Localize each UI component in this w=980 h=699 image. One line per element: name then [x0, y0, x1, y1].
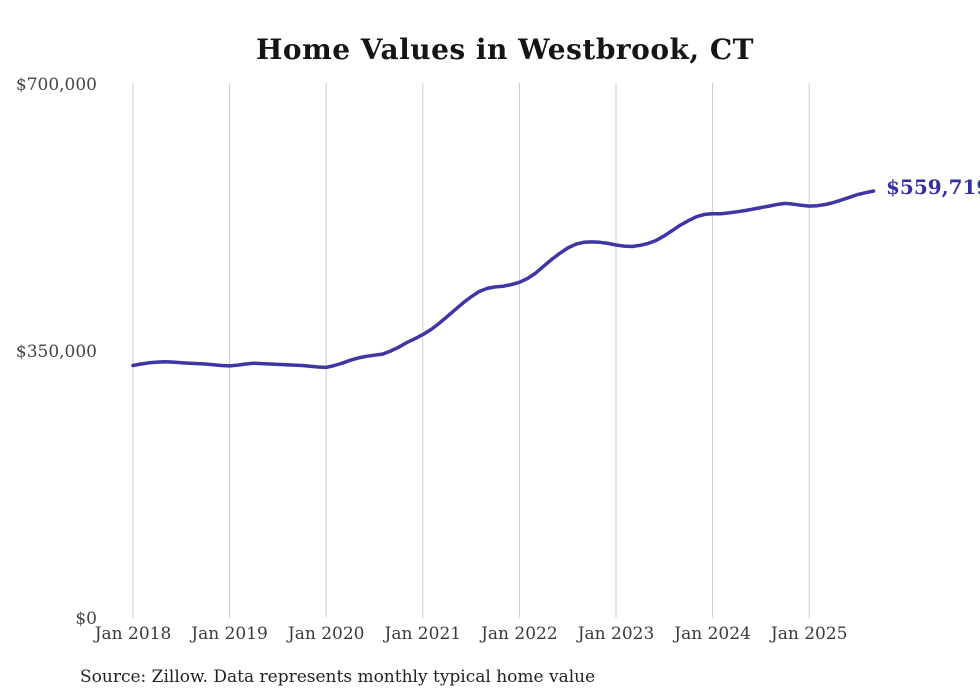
x-axis-tick-label: Jan 2021: [384, 624, 462, 644]
value-line: [131, 189, 876, 370]
x-axis-tick-label: Jan 2022: [481, 624, 558, 644]
x-axis-tick-label: Jan 2023: [577, 624, 655, 644]
y-axis-tick-label: $350,000: [15, 342, 97, 362]
x-axis-tick-label: Jan 2020: [287, 624, 365, 644]
latest-value-label: $559,719: [886, 175, 980, 199]
x-axis-tick-label: Jan 2018: [94, 624, 172, 644]
x-axis-tick-label: Jan 2019: [191, 624, 268, 644]
chart-title: Home Values in Westbrook, CT: [255, 33, 755, 66]
y-axis-tick-label: $700,000: [15, 75, 97, 95]
y-axis-tick-label: $0: [75, 609, 97, 629]
x-axis-tick-label: Jan 2025: [770, 624, 848, 644]
source-note: Source: Zillow. Data represents monthly …: [80, 667, 596, 687]
x-axis-tick-label: Jan 2024: [674, 624, 751, 644]
